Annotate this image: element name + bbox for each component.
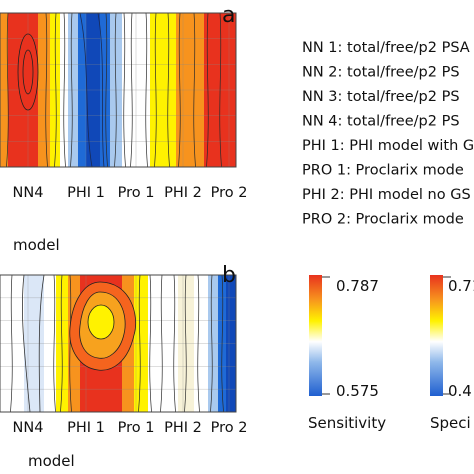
sensitivity-gradient-bar: [309, 275, 322, 396]
panel-a-contour-3: [63, 13, 66, 167]
specificity-scale-title: Speci: [430, 414, 471, 432]
legend-line-2: NN 2: total/free/p2 PS: [302, 65, 460, 81]
model-legend: NN 1: total/free/p2 PSA NN 2: total/free/…: [302, 40, 474, 228]
panel-a-phi1-core: [79, 13, 105, 167]
panel-a-xlabel: model: [13, 236, 60, 254]
panel-a-letter: a: [222, 3, 235, 28]
specificity-scale: 0.71 0.4 Speci: [430, 275, 474, 432]
panel-b-contour-9: [197, 275, 200, 412]
panel-a-contour-1: [45, 13, 48, 167]
panel-a-frame: [0, 12, 237, 168]
panel-a-contour-2: [54, 13, 57, 167]
panel-a-tick-pro-1: Pro 1: [118, 185, 155, 201]
legend-line-4: NN 4: total/free/p2 PS: [302, 114, 460, 130]
panel-b-contour-11: [221, 275, 224, 412]
panel-a-contour-14: [206, 13, 209, 167]
panel-a-contour-11: [167, 13, 170, 167]
panel-b-letter: b: [222, 263, 236, 288]
legend-line-1: NN 1: total/free/p2 PSA: [302, 40, 470, 56]
panel-b-nn4-light-column: [22, 275, 45, 412]
sensitivity-min-label: 0.575: [336, 382, 379, 400]
panel-a-tick-pro-2: Pro 2: [211, 185, 248, 201]
panel-b-tick-pro-2: Pro 2: [211, 420, 248, 436]
panel-a-contour-15: [219, 13, 222, 167]
panel-a-contour-10: [154, 13, 157, 167]
panel-b-contour-4: [138, 275, 141, 412]
panel-a-hotspot-nn4-outer: [17, 33, 39, 111]
panel-a-contour-0: [6, 13, 9, 167]
panel-a-tick-nn4: NN4: [13, 185, 44, 201]
panel-a-contours: [6, 13, 222, 167]
legend-line-8: PRO 2: Proclarix mode: [302, 212, 464, 228]
panel-b-contour-1: [53, 275, 56, 412]
panel-a: a NN4 PHI 1 Pro 1 PHI 2 Pro 2 model: [0, 3, 247, 254]
panel-b-contour-8: [184, 275, 187, 412]
panel-a-contour-9: [145, 13, 148, 167]
panel-b-contour-5: [149, 275, 152, 412]
sensitivity-scale: 0.787 0.575 Sensitivity: [308, 275, 386, 432]
panel-b-contour-2: [60, 275, 63, 412]
panel-a-tick-phi-2: PHI 2: [164, 185, 202, 201]
specificity-min-label: 0.4: [448, 382, 472, 400]
panel-b-contour-0: [10, 275, 13, 412]
panel-b-tick-nn4: NN4: [13, 420, 44, 436]
panel-a-contour-4: [70, 13, 73, 167]
panel-a-hotspot-nn4-inner: [22, 49, 34, 95]
panel-b-contour-7: [173, 275, 176, 412]
panel-a-grid: [0, 13, 236, 167]
panel-b-tick-pro-1: Pro 1: [118, 420, 155, 436]
panel-a-contour-7: [123, 13, 126, 167]
panel-b-contour-10: [210, 275, 213, 412]
panel-b-tick-phi-2: PHI 2: [164, 420, 202, 436]
panel-b-xlabel: model: [28, 452, 75, 470]
legend-line-5: PHI 1: PHI model with G: [302, 138, 474, 154]
panel-b-tick-phi-1: PHI 1: [67, 420, 105, 436]
panel-a-contour-13: [193, 13, 196, 167]
panel-a-contour-12: [178, 13, 181, 167]
sensitivity-scale-title: Sensitivity: [308, 414, 386, 432]
specificity-max-label: 0.71: [448, 277, 474, 295]
panel-a-contour-5: [105, 13, 108, 167]
specificity-gradient-bar: [430, 275, 443, 396]
panel-b-hotspot-core: [87, 304, 115, 340]
sensitivity-max-label: 0.787: [336, 277, 379, 295]
panel-b: b NN4 PHI 1 Pro 1 PHI 2 Pro 2 model: [0, 263, 247, 470]
panel-b-contour-6: [160, 275, 163, 412]
panel-a-contour-8: [130, 13, 133, 167]
panel-b-frame: [0, 274, 237, 413]
legend-line-6: PRO 1: Proclarix mode: [302, 163, 464, 179]
legend-line-3: NN 3: total/free/p2 PS: [302, 89, 460, 105]
panel-a-contour-6: [114, 13, 117, 167]
panel-a-tick-phi-1: PHI 1: [67, 185, 105, 201]
panel-b-x-tick-labels: NN4 PHI 1 Pro 1 PHI 2 Pro 2: [13, 420, 248, 436]
legend-line-7: PHI 2: PHI model no GS: [302, 187, 471, 203]
panel-a-x-tick-labels: NN4 PHI 1 Pro 1 PHI 2 Pro 2: [13, 185, 248, 201]
